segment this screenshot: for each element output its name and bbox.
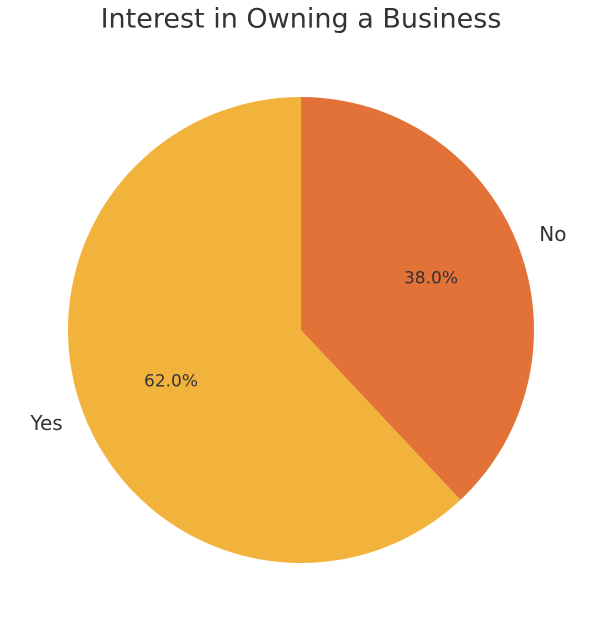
pie-slice	[301, 97, 535, 500]
pie-slice	[68, 97, 461, 563]
slice-label: Yes	[29, 411, 62, 435]
percent-label: 62.0%	[144, 371, 198, 391]
chart-title: Interest in Owning a Business	[101, 4, 502, 35]
percent-label: 38.0%	[404, 269, 458, 289]
slice-label: No	[539, 222, 566, 246]
